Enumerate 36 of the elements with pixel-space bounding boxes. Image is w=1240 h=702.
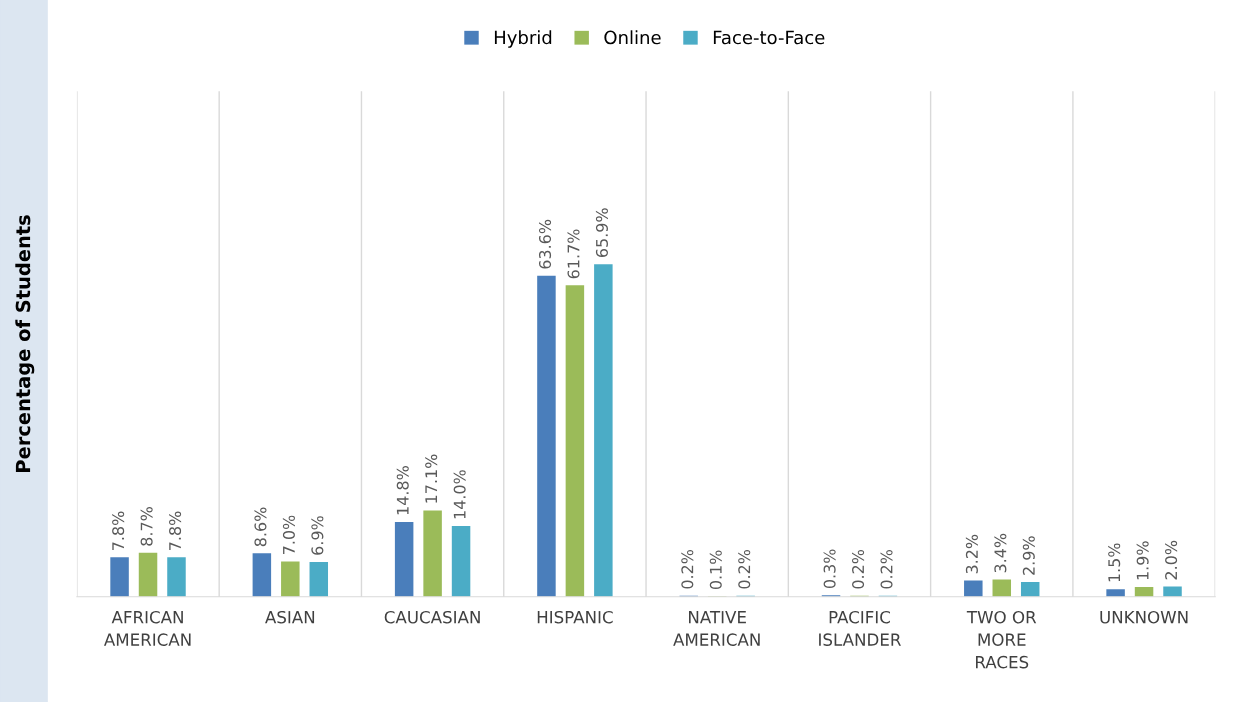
data-label: 7.8%	[169, 511, 182, 550]
x-tick-label: PACIFIC ISLANDER	[819, 610, 901, 646]
data-label: 14.0%	[453, 470, 466, 519]
data-label: 0.2%	[880, 549, 893, 589]
data-label: 14.8%	[396, 466, 409, 515]
data-label: 0.2%	[852, 549, 865, 589]
x-tick-label: AFRICAN AMERICAN	[104, 610, 191, 646]
data-label: 3.2%	[965, 534, 978, 574]
data-label: 7.0%	[282, 515, 295, 555]
data-label: 8.6%	[254, 507, 267, 547]
data-label: 0.3%	[823, 549, 836, 589]
data-label: 2.9%	[1022, 536, 1035, 575]
data-label: 1.9%	[1136, 541, 1149, 580]
data-label: 65.9%	[595, 208, 608, 257]
data-label: 2.0%	[1165, 540, 1178, 580]
data-label: 1.5%	[1108, 543, 1121, 582]
legend-label: Hybrid	[494, 30, 552, 48]
legend-label: Online	[604, 30, 661, 45]
data-label: 0.2%	[738, 549, 751, 589]
x-tick-label: CAUCASIAN	[384, 610, 480, 624]
y-axis-title: Percentage of Students	[15, 215, 35, 472]
data-label: 0.2%	[681, 549, 694, 589]
x-tick-label: UNKNOWN	[1100, 610, 1188, 624]
x-tick-label: TWO OR MORE RACES	[966, 610, 1037, 669]
data-label: 17.1%	[425, 454, 438, 503]
data-label: 63.6%	[538, 219, 552, 269]
x-tick-label: NATIVE AMERICAN	[673, 611, 760, 646]
data-label: 61.7%	[567, 229, 580, 279]
x-tick-label: HISPANIC	[537, 610, 613, 624]
legend-label: Face-to-Face	[713, 30, 825, 45]
data-label: 7.8%	[112, 511, 125, 550]
data-label: 0.1%	[709, 550, 722, 590]
x-tick-label: ASIAN	[265, 610, 315, 624]
data-label: 3.4%	[994, 533, 1007, 573]
data-label: 8.7%	[140, 507, 153, 546]
data-label: 6.9%	[311, 516, 324, 555]
